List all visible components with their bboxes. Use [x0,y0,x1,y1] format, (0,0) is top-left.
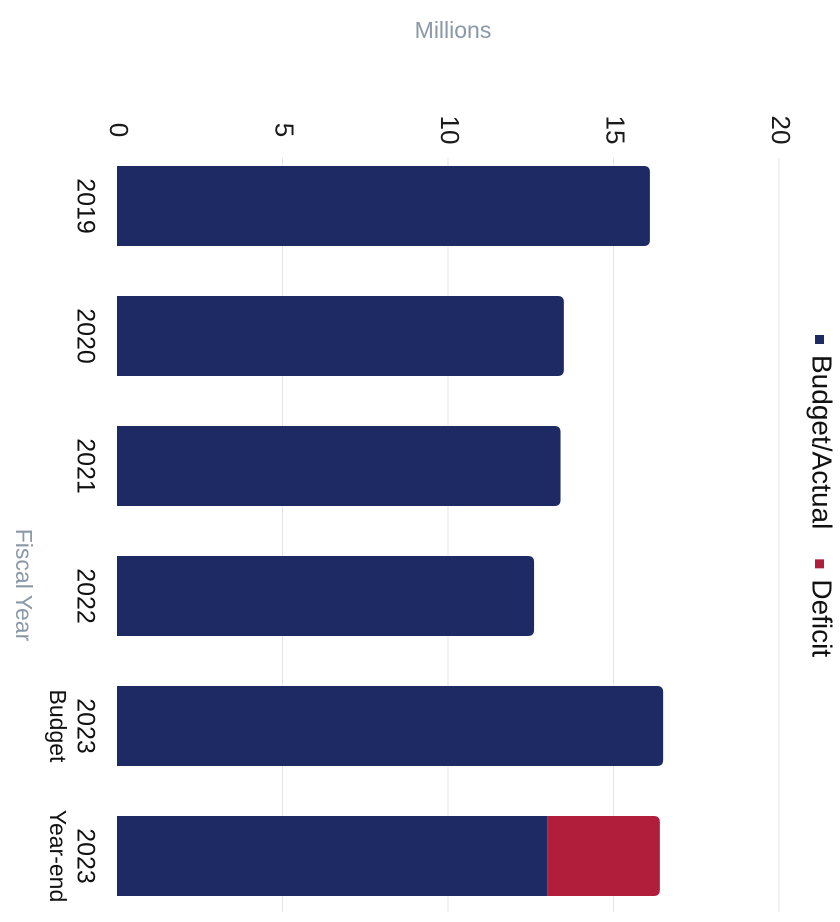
category-label: 2023 [71,698,99,754]
bar-budget-actual [117,686,664,766]
category-label: Budget [45,690,71,764]
category-label: 2020 [71,308,99,364]
category-axis-title: Fiscal Year [11,529,37,642]
value-tick-label: 5 [270,123,300,137]
category-label: 2019 [71,178,99,234]
value-tick-label: 20 [766,116,796,145]
legend-label: Budget/Actual [807,355,838,529]
bar-budget-actual [117,296,564,376]
value-axis-ticks: 0 5 10 15 20 [104,116,796,145]
legend-swatch [815,335,824,344]
legend-swatch [815,559,824,569]
value-tick-label: 15 [601,116,631,145]
bar-deficit [547,816,660,896]
category-label: 2022 [71,568,99,624]
bar-budget-actual [117,426,561,506]
category-label: 2023 [71,828,99,884]
category-label: 2021 [71,438,99,494]
bars [117,166,664,896]
category-label: Year-end [45,810,71,903]
value-tick-label: 10 [435,116,465,145]
value-axis-title: Millions [415,17,492,43]
gridlines [282,158,780,912]
bar-budget-actual [117,816,548,896]
legend-label: Deficit [807,579,838,657]
value-tick-label: 0 [104,123,134,137]
bar-budget-actual [117,166,650,246]
bar-budget-actual [117,556,535,636]
legend: Budget/Actual Deficit [807,335,838,657]
